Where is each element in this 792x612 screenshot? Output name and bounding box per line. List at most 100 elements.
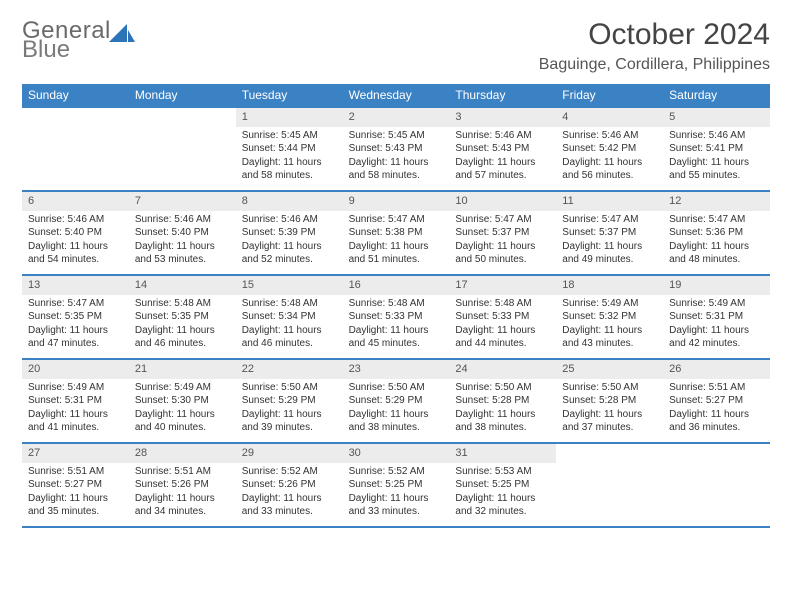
day-body: Sunrise: 5:49 AMSunset: 5:31 PMDaylight:… bbox=[663, 295, 770, 355]
sunrise-text: Sunrise: 5:48 AM bbox=[135, 297, 230, 311]
daylight-text: Daylight: 11 hours and 46 minutes. bbox=[135, 324, 230, 351]
sunset-text: Sunset: 5:33 PM bbox=[349, 310, 444, 324]
day-number: 5 bbox=[663, 108, 770, 127]
dow-cell: Thursday bbox=[449, 84, 556, 106]
sunrise-text: Sunrise: 5:48 AM bbox=[349, 297, 444, 311]
day-number: 22 bbox=[236, 360, 343, 379]
day-body: Sunrise: 5:46 AMSunset: 5:40 PMDaylight:… bbox=[129, 211, 236, 271]
sunrise-text: Sunrise: 5:47 AM bbox=[669, 213, 764, 227]
daylight-text: Daylight: 11 hours and 38 minutes. bbox=[455, 408, 550, 435]
day-cell: 6Sunrise: 5:46 AMSunset: 5:40 PMDaylight… bbox=[22, 192, 129, 274]
day-body: Sunrise: 5:46 AMSunset: 5:42 PMDaylight:… bbox=[556, 127, 663, 187]
sunset-text: Sunset: 5:42 PM bbox=[562, 142, 657, 156]
daylight-text: Daylight: 11 hours and 54 minutes. bbox=[28, 240, 123, 267]
title-block: October 2024 Baguinge, Cordillera, Phili… bbox=[539, 18, 770, 74]
day-number: 12 bbox=[663, 192, 770, 211]
week-row: 6Sunrise: 5:46 AMSunset: 5:40 PMDaylight… bbox=[22, 190, 770, 274]
day-body: Sunrise: 5:50 AMSunset: 5:28 PMDaylight:… bbox=[449, 379, 556, 439]
day-body: Sunrise: 5:45 AMSunset: 5:44 PMDaylight:… bbox=[236, 127, 343, 187]
day-number: 19 bbox=[663, 276, 770, 295]
day-cell: 2Sunrise: 5:45 AMSunset: 5:43 PMDaylight… bbox=[343, 108, 450, 190]
daylight-text: Daylight: 11 hours and 51 minutes. bbox=[349, 240, 444, 267]
logo-sail-icon bbox=[109, 24, 135, 46]
daylight-text: Daylight: 11 hours and 41 minutes. bbox=[28, 408, 123, 435]
sunrise-text: Sunrise: 5:47 AM bbox=[349, 213, 444, 227]
daylight-text: Daylight: 11 hours and 38 minutes. bbox=[349, 408, 444, 435]
daylight-text: Daylight: 11 hours and 37 minutes. bbox=[562, 408, 657, 435]
day-cell bbox=[663, 444, 770, 526]
day-number: 11 bbox=[556, 192, 663, 211]
day-body: Sunrise: 5:50 AMSunset: 5:29 PMDaylight:… bbox=[236, 379, 343, 439]
day-number: 17 bbox=[449, 276, 556, 295]
day-cell: 16Sunrise: 5:48 AMSunset: 5:33 PMDayligh… bbox=[343, 276, 450, 358]
day-body: Sunrise: 5:45 AMSunset: 5:43 PMDaylight:… bbox=[343, 127, 450, 187]
sunset-text: Sunset: 5:40 PM bbox=[135, 226, 230, 240]
sunrise-text: Sunrise: 5:46 AM bbox=[455, 129, 550, 143]
sunrise-text: Sunrise: 5:50 AM bbox=[242, 381, 337, 395]
day-body: Sunrise: 5:47 AMSunset: 5:35 PMDaylight:… bbox=[22, 295, 129, 355]
sunrise-text: Sunrise: 5:49 AM bbox=[28, 381, 123, 395]
calendar: SundayMondayTuesdayWednesdayThursdayFrid… bbox=[22, 84, 770, 528]
sunset-text: Sunset: 5:36 PM bbox=[669, 226, 764, 240]
sunset-text: Sunset: 5:30 PM bbox=[135, 394, 230, 408]
sunset-text: Sunset: 5:34 PM bbox=[242, 310, 337, 324]
day-number: 23 bbox=[343, 360, 450, 379]
day-cell: 31Sunrise: 5:53 AMSunset: 5:25 PMDayligh… bbox=[449, 444, 556, 526]
day-cell: 9Sunrise: 5:47 AMSunset: 5:38 PMDaylight… bbox=[343, 192, 450, 274]
logo: General Blue bbox=[22, 18, 135, 62]
sunset-text: Sunset: 5:29 PM bbox=[242, 394, 337, 408]
sunrise-text: Sunrise: 5:46 AM bbox=[669, 129, 764, 143]
daylight-text: Daylight: 11 hours and 48 minutes. bbox=[669, 240, 764, 267]
daylight-text: Daylight: 11 hours and 52 minutes. bbox=[242, 240, 337, 267]
daylight-text: Daylight: 11 hours and 49 minutes. bbox=[562, 240, 657, 267]
day-number: 6 bbox=[22, 192, 129, 211]
sunset-text: Sunset: 5:39 PM bbox=[242, 226, 337, 240]
daylight-text: Daylight: 11 hours and 32 minutes. bbox=[455, 492, 550, 519]
sunset-text: Sunset: 5:27 PM bbox=[669, 394, 764, 408]
daylight-text: Daylight: 11 hours and 46 minutes. bbox=[242, 324, 337, 351]
day-number: 21 bbox=[129, 360, 236, 379]
day-cell: 5Sunrise: 5:46 AMSunset: 5:41 PMDaylight… bbox=[663, 108, 770, 190]
day-cell bbox=[129, 108, 236, 190]
day-cell bbox=[22, 108, 129, 190]
sunrise-text: Sunrise: 5:51 AM bbox=[135, 465, 230, 479]
day-body: Sunrise: 5:47 AMSunset: 5:37 PMDaylight:… bbox=[449, 211, 556, 271]
day-number: 26 bbox=[663, 360, 770, 379]
day-cell: 17Sunrise: 5:48 AMSunset: 5:33 PMDayligh… bbox=[449, 276, 556, 358]
daylight-text: Daylight: 11 hours and 36 minutes. bbox=[669, 408, 764, 435]
day-cell: 10Sunrise: 5:47 AMSunset: 5:37 PMDayligh… bbox=[449, 192, 556, 274]
day-body: Sunrise: 5:49 AMSunset: 5:32 PMDaylight:… bbox=[556, 295, 663, 355]
day-number: 2 bbox=[343, 108, 450, 127]
sunset-text: Sunset: 5:26 PM bbox=[242, 478, 337, 492]
location-text: Baguinge, Cordillera, Philippines bbox=[539, 56, 770, 74]
day-cell: 24Sunrise: 5:50 AMSunset: 5:28 PMDayligh… bbox=[449, 360, 556, 442]
dow-cell: Wednesday bbox=[343, 84, 450, 106]
day-cell: 28Sunrise: 5:51 AMSunset: 5:26 PMDayligh… bbox=[129, 444, 236, 526]
day-number: 7 bbox=[129, 192, 236, 211]
day-cell: 8Sunrise: 5:46 AMSunset: 5:39 PMDaylight… bbox=[236, 192, 343, 274]
day-number: 8 bbox=[236, 192, 343, 211]
sunrise-text: Sunrise: 5:46 AM bbox=[28, 213, 123, 227]
dow-cell: Sunday bbox=[22, 84, 129, 106]
daylight-text: Daylight: 11 hours and 53 minutes. bbox=[135, 240, 230, 267]
day-cell: 22Sunrise: 5:50 AMSunset: 5:29 PMDayligh… bbox=[236, 360, 343, 442]
day-cell: 25Sunrise: 5:50 AMSunset: 5:28 PMDayligh… bbox=[556, 360, 663, 442]
day-cell: 20Sunrise: 5:49 AMSunset: 5:31 PMDayligh… bbox=[22, 360, 129, 442]
logo-word2: Blue bbox=[22, 37, 111, 62]
day-body: Sunrise: 5:51 AMSunset: 5:27 PMDaylight:… bbox=[22, 463, 129, 523]
day-number: 16 bbox=[343, 276, 450, 295]
day-cell: 21Sunrise: 5:49 AMSunset: 5:30 PMDayligh… bbox=[129, 360, 236, 442]
daylight-text: Daylight: 11 hours and 57 minutes. bbox=[455, 156, 550, 183]
sunset-text: Sunset: 5:31 PM bbox=[669, 310, 764, 324]
sunset-text: Sunset: 5:43 PM bbox=[349, 142, 444, 156]
day-body: Sunrise: 5:48 AMSunset: 5:33 PMDaylight:… bbox=[343, 295, 450, 355]
sunrise-text: Sunrise: 5:50 AM bbox=[562, 381, 657, 395]
sunset-text: Sunset: 5:32 PM bbox=[562, 310, 657, 324]
day-number: 10 bbox=[449, 192, 556, 211]
header: General Blue October 2024 Baguinge, Cord… bbox=[22, 18, 770, 74]
daylight-text: Daylight: 11 hours and 42 minutes. bbox=[669, 324, 764, 351]
sunrise-text: Sunrise: 5:52 AM bbox=[349, 465, 444, 479]
calendar-bottom-border bbox=[22, 526, 770, 528]
week-row: 13Sunrise: 5:47 AMSunset: 5:35 PMDayligh… bbox=[22, 274, 770, 358]
day-number: 25 bbox=[556, 360, 663, 379]
